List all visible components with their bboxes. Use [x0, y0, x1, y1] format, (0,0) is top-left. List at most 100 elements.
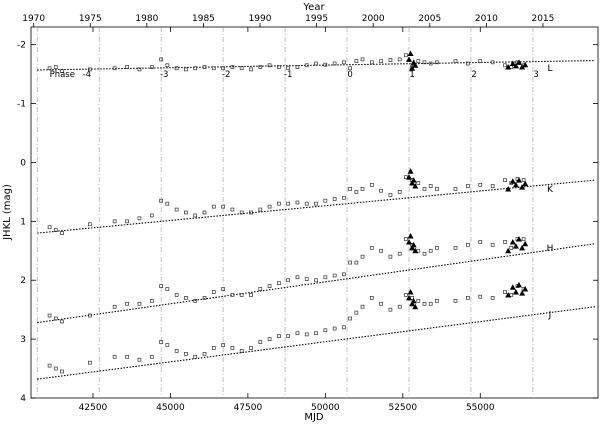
- data-point-L: [295, 65, 300, 69]
- phase-label: -1: [284, 70, 292, 80]
- data-point-L: [428, 61, 433, 66]
- data-point-J: [88, 360, 92, 365]
- data-point-L: [379, 59, 383, 64]
- data-point-H: [174, 293, 179, 297]
- data-point-L: [230, 65, 235, 69]
- data-point-K: [239, 210, 244, 215]
- x-tick-label: 52500: [388, 403, 417, 413]
- data-point-filled-H: [406, 238, 412, 245]
- data-point-L: [388, 58, 393, 62]
- data-point-L: [174, 66, 179, 71]
- data-point-filled-K: [412, 183, 419, 189]
- data-point-J: [184, 351, 188, 356]
- data-point-K: [249, 210, 253, 215]
- data-point-J: [360, 304, 365, 309]
- data-point-filled-J: [519, 290, 526, 296]
- data-points: [47, 50, 529, 374]
- data-point-H: [249, 293, 253, 297]
- data-point-L: [165, 63, 170, 68]
- data-point-filled-K: [410, 177, 417, 183]
- data-point-H: [137, 301, 142, 306]
- data-point-J: [277, 334, 281, 339]
- data-point-filled-H: [512, 243, 519, 249]
- data-point-K: [348, 187, 352, 191]
- data-point-L: [47, 66, 52, 71]
- data-point-K: [416, 181, 421, 185]
- data-point-L: [239, 66, 244, 71]
- data-point-H: [221, 287, 225, 291]
- data-point-J: [388, 307, 393, 312]
- data-point-filled-K: [409, 180, 416, 186]
- phase-label: 3: [533, 70, 538, 80]
- phase-label: -3: [160, 70, 168, 80]
- data-point-filled-L: [512, 62, 519, 69]
- data-point-K: [258, 207, 263, 212]
- data-point-H: [277, 281, 281, 286]
- data-point-H: [388, 254, 393, 259]
- data-point-L: [193, 66, 198, 71]
- data-point-H: [404, 237, 408, 241]
- data-point-K: [304, 201, 309, 206]
- phase-label: -2: [222, 70, 230, 80]
- data-point-filled-H: [522, 240, 529, 247]
- data-point-J: [428, 301, 433, 306]
- data-point-H: [304, 277, 309, 281]
- x-tick-label: 55000: [466, 403, 495, 413]
- data-point-L: [221, 66, 225, 71]
- data-point-H: [230, 293, 235, 297]
- data-point-K: [193, 213, 198, 218]
- data-point-H: [466, 243, 470, 247]
- data-point-L: [249, 67, 253, 72]
- x-tick-label: 45000: [156, 403, 185, 413]
- data-point-H: [369, 245, 374, 250]
- data-point-H: [60, 319, 64, 324]
- data-point-K: [354, 190, 359, 194]
- data-point-H: [332, 273, 337, 278]
- data-point-filled-L: [522, 61, 529, 68]
- data-point-K: [60, 231, 64, 235]
- data-point-L: [360, 57, 365, 62]
- year-tick-label: 2010: [475, 14, 498, 24]
- data-point-L: [478, 59, 483, 64]
- data-point-L: [422, 60, 427, 65]
- data-point-L: [88, 67, 92, 72]
- phase-label: 0: [347, 70, 352, 80]
- data-point-J: [249, 346, 253, 350]
- data-point-J: [379, 301, 383, 306]
- data-point-L: [503, 63, 507, 68]
- data-point-filled-J: [410, 297, 417, 304]
- data-point-filled-L: [519, 64, 526, 70]
- y-tick-label: -2: [17, 41, 26, 51]
- data-point-L: [53, 65, 58, 69]
- data-point-J: [125, 354, 129, 359]
- axis-ticks: [31, 23, 598, 399]
- data-point-J: [47, 363, 52, 368]
- year-tick-label: 1985: [192, 14, 215, 24]
- data-point-H: [435, 245, 439, 250]
- data-point-H: [379, 248, 383, 253]
- x-axis-title: MJD: [304, 412, 324, 423]
- data-point-K: [314, 201, 318, 206]
- data-point-L: [348, 66, 352, 71]
- phase-label: 1: [409, 70, 414, 80]
- series-label-J: J: [548, 310, 552, 320]
- data-point-L: [314, 61, 318, 66]
- data-point-L: [137, 67, 142, 72]
- data-point-J: [60, 369, 64, 374]
- data-point-K: [47, 225, 52, 230]
- data-point-J: [404, 293, 408, 297]
- data-point-J: [478, 294, 483, 299]
- data-point-J: [137, 357, 142, 362]
- data-point-L: [277, 65, 281, 69]
- data-point-filled-H: [407, 233, 414, 239]
- data-point-L: [323, 62, 328, 67]
- data-point-J: [286, 334, 291, 339]
- data-point-K: [388, 192, 393, 197]
- data-point-filled-H: [519, 244, 526, 251]
- year-tick-label: 2005: [418, 14, 441, 24]
- data-point-L: [416, 59, 421, 64]
- data-point-J: [397, 304, 402, 309]
- data-point-K: [332, 197, 337, 201]
- data-point-L: [286, 66, 291, 71]
- data-point-H: [239, 293, 244, 297]
